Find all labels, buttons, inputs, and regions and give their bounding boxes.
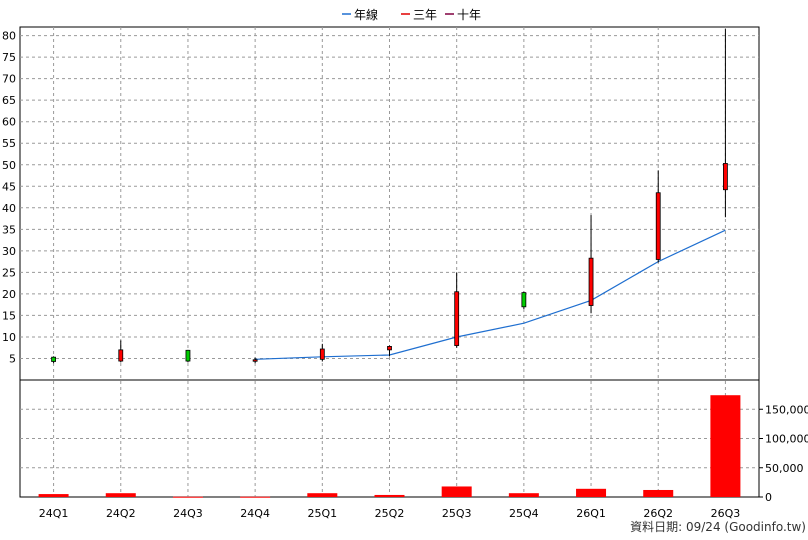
legend-label: 年線 [354, 7, 378, 22]
candle-body [723, 163, 728, 191]
x-axis: 24Q1 24Q2 24Q3 24Q4 25Q1 25Q2 25Q3 25Q4 26Q1 26Q2… [39, 507, 740, 520]
price-tick-label: 15 [2, 309, 16, 322]
x-tick-label: 26Q1 [576, 507, 606, 520]
volume-tick-label: 100,000 [765, 433, 808, 446]
candle-body [185, 349, 191, 362]
price-tick-label: 10 [2, 331, 16, 344]
legend: 年線 三年 十年 [342, 7, 481, 22]
candle-body [252, 359, 258, 362]
price-tick-label: 5 [9, 352, 16, 365]
price-tick-label: 80 [2, 30, 16, 43]
year-line-series [255, 229, 726, 360]
volume-bar [374, 494, 405, 497]
candles [51, 29, 728, 364]
volume-bar [307, 493, 338, 497]
volume-tick-label: 50,000 [765, 462, 804, 475]
price-tick-label: 55 [2, 137, 16, 150]
volume-tick-label: 0 [765, 491, 772, 504]
volume-tick-label: 150,000 [765, 403, 808, 416]
x-tick-label: 25Q2 [375, 507, 405, 520]
volume-bar [643, 489, 674, 497]
data-date-footer: 資料日期: 09/24 (Goodinfo.tw) [630, 520, 806, 534]
price-tick-label: 35 [2, 223, 16, 236]
x-tick-label: 25Q3 [442, 507, 472, 520]
price-tick-label: 65 [2, 94, 16, 107]
volume-bar [710, 395, 741, 497]
price-tick-label: 20 [2, 288, 16, 301]
candle-body [51, 356, 56, 362]
candle-body [655, 192, 661, 260]
price-tick-label: 75 [2, 51, 16, 64]
volume-axis: 0 50,000 100,000 150,000 [759, 403, 808, 504]
price-tick-label: 70 [2, 73, 16, 86]
volume-bar [38, 494, 69, 497]
x-tick-label: 24Q3 [173, 507, 203, 520]
x-tick-label: 26Q2 [643, 507, 673, 520]
x-tick-label: 25Q1 [307, 507, 337, 520]
price-tick-label: 50 [2, 159, 16, 172]
candle-body [319, 348, 325, 360]
x-tick-label: 24Q1 [39, 507, 69, 520]
x-tick-label: 25Q4 [509, 507, 539, 520]
x-tick-label: 24Q2 [106, 507, 136, 520]
volume-bar [441, 486, 472, 497]
x-tick-label: 26Q3 [711, 507, 741, 520]
price-tick-label: 25 [2, 266, 16, 279]
legend-label: 十年 [457, 8, 481, 22]
price-axis: 5 10 15 20 25 30 35 40 45 50 55 60 65 70 75 80 [2, 30, 16, 366]
candle-body [118, 349, 124, 362]
candle-body [521, 292, 527, 308]
grid [20, 27, 759, 497]
price-tick-label: 40 [2, 202, 16, 215]
volume-bar [240, 496, 271, 498]
volume-bar [105, 493, 136, 497]
candle-body [588, 257, 594, 306]
candle-body [387, 346, 392, 351]
volume-bar [576, 488, 607, 497]
x-tick-label: 24Q4 [240, 507, 270, 520]
price-tick-label: 60 [2, 116, 16, 129]
volume-bar [508, 493, 539, 497]
volume-bar [172, 496, 203, 498]
price-tick-label: 45 [2, 180, 16, 193]
candle-body [454, 291, 460, 346]
legend-label: 三年 [413, 8, 437, 22]
price-tick-label: 30 [2, 245, 16, 258]
volume-bars [38, 395, 741, 498]
